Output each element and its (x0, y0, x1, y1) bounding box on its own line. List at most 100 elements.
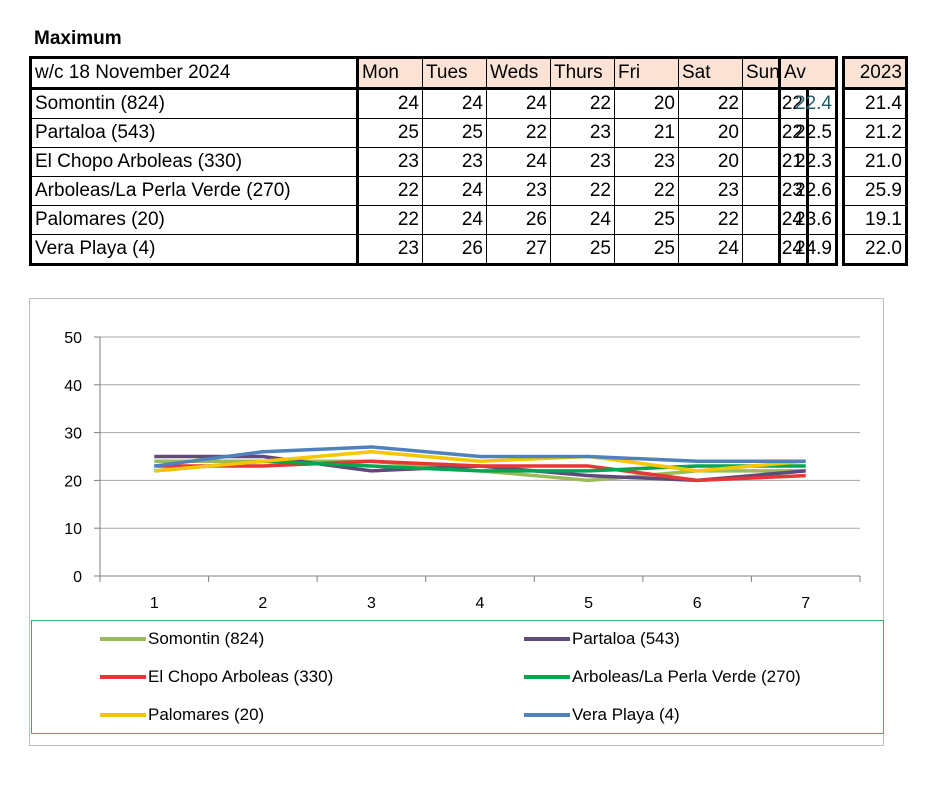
table-row: Somontin (824) 24 24 24 22 20 22 22 (30, 88, 808, 119)
temp-cell: 22 (614, 176, 679, 206)
legend-item: El Chopo Arboleas (330) (100, 667, 333, 687)
day-header: Mon (357, 57, 423, 90)
temp-cell: 25 (614, 205, 679, 235)
legend-item: Vera Playa (4) (524, 705, 680, 725)
temp-cell: 20 (614, 88, 679, 119)
avg-header: Av (779, 57, 837, 90)
temp-cell: 26 (422, 234, 487, 265)
max-temperature-table: w/c 18 November 2024 Mon Tues Weds Thurs Fri S… (29, 56, 809, 266)
y-tick-label: 20 (64, 473, 82, 490)
avg-cell: 22.4 (779, 88, 837, 119)
prev-cell: 21.2 (843, 118, 907, 148)
line-chart: 0 10 20 30 40 50 1 2 3 4 5 6 7 (64, 330, 861, 612)
site-name: Somontin (824) (30, 88, 359, 119)
temp-cell: 24 (678, 234, 743, 265)
average-table: Av 22.4 22.5 22.3 22.6 23.6 24.9 (778, 56, 838, 266)
temp-cell: 25 (422, 118, 487, 148)
y-tick-label: 50 (64, 330, 82, 347)
table-row: El Chopo Arboleas (330) 23 23 24 23 23 20 21 (30, 147, 808, 177)
temp-cell: 23 (550, 147, 615, 177)
legend-swatch (100, 637, 146, 641)
prev-row: 25.9 (843, 176, 907, 206)
table-header-row: w/c 18 November 2024 Mon Tues Weds Thurs Fri S… (30, 57, 808, 90)
prev-row: 22.0 (843, 234, 907, 265)
site-name: Palomares (20) (30, 205, 359, 235)
legend-label: Palomares (20) (148, 705, 265, 724)
temp-cell: 22 (678, 88, 743, 119)
legend-label: Somontin (824) (148, 629, 265, 648)
avg-cell: 23.6 (779, 205, 837, 235)
x-tick-label: 4 (476, 595, 485, 612)
legend-item: Arboleas/La Perla Verde (270) (524, 667, 801, 687)
previous-year-table: 2023 21.4 21.2 21.0 25.9 19.1 22.0 (842, 56, 908, 266)
prev-row: 21.4 (843, 88, 907, 119)
avg-row: 22.3 (779, 147, 837, 177)
temp-cell: 23 (422, 147, 487, 177)
prev-cell: 22.0 (843, 234, 907, 265)
legend-swatch (524, 675, 570, 679)
y-tick-label: 10 (64, 521, 82, 538)
temp-cell: 21 (614, 118, 679, 148)
avg-row: 22.5 (779, 118, 837, 148)
site-name: Vera Playa (4) (30, 234, 359, 265)
temp-cell: 22 (550, 88, 615, 119)
legend-swatch (100, 713, 146, 717)
x-tick-label: 1 (150, 595, 159, 612)
legend-item: Somontin (824) (100, 629, 264, 649)
x-tick-label: 6 (693, 595, 702, 612)
prev-row: 21.0 (843, 147, 907, 177)
temp-cell: 24 (422, 205, 487, 235)
series-line-6 (154, 445, 806, 468)
temp-cell: 24 (486, 147, 551, 177)
temp-cell: 22 (678, 205, 743, 235)
temp-cell: 23 (486, 176, 551, 206)
prev-cell: 25.9 (843, 176, 907, 206)
site-name: El Chopo Arboleas (330) (30, 147, 359, 177)
chart-legend: Somontin (824) Partaloa (543) El Chopo Arb… (31, 620, 884, 734)
prev-header: 2023 (843, 57, 907, 90)
legend-swatch (524, 713, 570, 717)
temp-cell: 24 (357, 88, 423, 119)
avg-cell: 22.3 (779, 147, 837, 177)
temp-cell: 24 (550, 205, 615, 235)
series-line-3 (154, 459, 806, 483)
temp-cell: 25 (357, 118, 423, 148)
prev-cell: 19.1 (843, 205, 907, 235)
avg-cell: 24.9 (779, 234, 837, 265)
day-header: Fri (614, 57, 679, 90)
avg-cell: 22.6 (779, 176, 837, 206)
legend-label: El Chopo Arboleas (330) (148, 667, 334, 686)
temp-cell: 24 (422, 176, 487, 206)
temp-cell: 24 (422, 88, 487, 119)
temp-cell: 23 (678, 176, 743, 206)
avg-row: 22.4 (779, 88, 837, 119)
y-tick-label: 40 (64, 378, 82, 395)
legend-label: Arboleas/La Perla Verde (270) (572, 667, 801, 686)
chart-area: 0 10 20 30 40 50 1 2 3 4 5 6 7 (29, 298, 884, 746)
x-tick-label: 5 (584, 595, 593, 612)
temp-cell: 20 (678, 118, 743, 148)
temp-cell: 25 (550, 234, 615, 265)
prev-row: 21.2 (843, 118, 907, 148)
legend-swatch (100, 675, 146, 679)
day-header: Weds (486, 57, 551, 90)
temp-cell: 26 (486, 205, 551, 235)
site-name: Partaloa (543) (30, 118, 359, 148)
series-line-5 (154, 449, 806, 473)
table-row: Arboleas/La Perla Verde (270) 22 24 23 22 22 2… (30, 176, 808, 206)
temp-cell: 20 (678, 147, 743, 177)
temp-cell: 24 (486, 88, 551, 119)
legend-item: Palomares (20) (100, 705, 264, 725)
x-tick-label: 3 (367, 595, 376, 612)
temp-cell: 25 (614, 234, 679, 265)
legend-item: Partaloa (543) (524, 629, 680, 649)
temp-cell: 22 (357, 205, 423, 235)
table-row: Vera Playa (4) 23 26 27 25 25 24 24 (30, 234, 808, 265)
legend-swatch (524, 637, 570, 641)
avg-row: 24.9 (779, 234, 837, 265)
table-row: Palomares (20) 22 24 26 24 25 22 24 (30, 205, 808, 235)
avg-header-row: Av (779, 57, 837, 90)
legend-label: Partaloa (543) (572, 629, 680, 648)
avg-row: 23.6 (779, 205, 837, 235)
day-header: Thurs (550, 57, 615, 90)
